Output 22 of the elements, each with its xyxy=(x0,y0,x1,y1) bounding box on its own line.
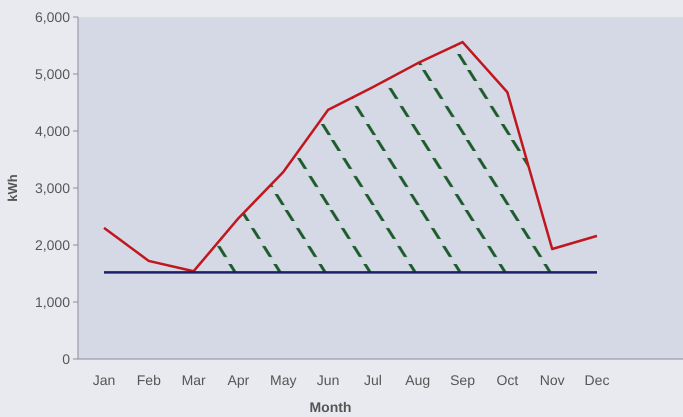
x-tick-label: Oct xyxy=(496,372,518,388)
x-tick-label: Feb xyxy=(136,372,162,388)
y-tick-label: 4,000 xyxy=(34,122,70,139)
x-tick-label: Aug xyxy=(405,372,430,388)
x-tick-label: Jan xyxy=(92,372,116,388)
line-series xyxy=(102,40,598,272)
y-tick-label: 3,000 xyxy=(34,180,70,196)
x-tick-label: Sep xyxy=(450,372,476,388)
y-tick-label: 2,000 xyxy=(34,236,70,253)
y-tick-label: 1,000 xyxy=(34,294,70,310)
x-tick-label: Jul xyxy=(364,372,382,388)
y-tick-label: 0 xyxy=(62,350,70,367)
x-axis-title: Month xyxy=(310,399,352,415)
y-axis-title: kWh xyxy=(5,174,20,202)
y-tick-label: 5,000 xyxy=(34,66,70,82)
y-tick-label: 6,000 xyxy=(34,8,70,25)
x-tick-label: May xyxy=(270,372,296,388)
x-tick-label: Apr xyxy=(228,372,250,388)
x-tick-label: Nov xyxy=(540,372,565,388)
x-tick-label: Jun xyxy=(316,372,340,388)
x-tick-label: Dec xyxy=(584,372,610,388)
x-tick-label: Mar xyxy=(182,372,206,388)
